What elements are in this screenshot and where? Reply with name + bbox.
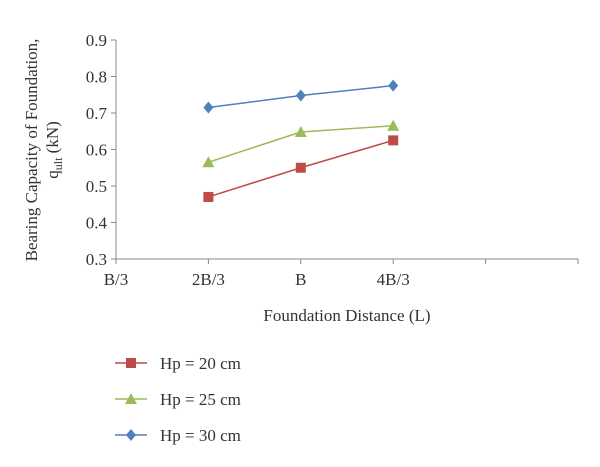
legend-marker [125, 393, 137, 404]
data-point [294, 125, 307, 137]
data-point [202, 156, 215, 168]
x-axis-ticks: B/3 2B/3 B 4B/3 [104, 259, 579, 289]
legend-label: Hp = 30 cm [160, 426, 241, 445]
x-tick-label: 4B/3 [377, 270, 410, 289]
data-point [388, 79, 399, 92]
y-axis-title-line2: qult (kN) [43, 121, 65, 179]
plot-series [202, 79, 400, 202]
y-tick-label: 0.7 [86, 104, 108, 123]
x-axis-title: Foundation Distance (L) [263, 306, 430, 325]
y-tick-label: 0.3 [86, 250, 107, 269]
y-tick-label: 0.6 [86, 141, 107, 160]
y-axis-title: Bearing Capacity of Foundation, qult (kN… [22, 39, 65, 262]
data-point [203, 191, 214, 202]
data-point [203, 101, 214, 114]
data-point [387, 119, 400, 131]
x-tick-label: B [295, 270, 306, 289]
x-tick-label: 2B/3 [192, 270, 225, 289]
legend-marker [126, 429, 136, 441]
y-tick-label: 0.9 [86, 31, 107, 50]
legend-item: Hp = 30 cm [115, 426, 241, 445]
legend-item: Hp = 25 cm [115, 390, 241, 409]
data-point [295, 162, 306, 173]
data-point [388, 135, 399, 146]
y-tick-label: 0.8 [86, 68, 107, 87]
legend-marker [126, 358, 136, 368]
legend-label: Hp = 25 cm [160, 390, 241, 409]
x-tick-label: B/3 [104, 270, 129, 289]
data-point [295, 89, 306, 102]
y-tick-label: 0.4 [86, 214, 108, 233]
legend-label: Hp = 20 cm [160, 354, 241, 373]
series-2 [202, 119, 400, 168]
series-1 [203, 135, 399, 202]
legend: Hp = 20 cm Hp = 25 cm Hp = 30 cm [115, 354, 241, 445]
series-3 [203, 79, 399, 114]
legend-item: Hp = 20 cm [115, 354, 241, 373]
y-axis-ticks: 0.9 0.8 0.7 0.6 0.5 0.4 0.3 [86, 31, 116, 269]
y-axis-title-line1: Bearing Capacity of Foundation, [22, 39, 41, 262]
y-tick-label: 0.5 [86, 177, 107, 196]
